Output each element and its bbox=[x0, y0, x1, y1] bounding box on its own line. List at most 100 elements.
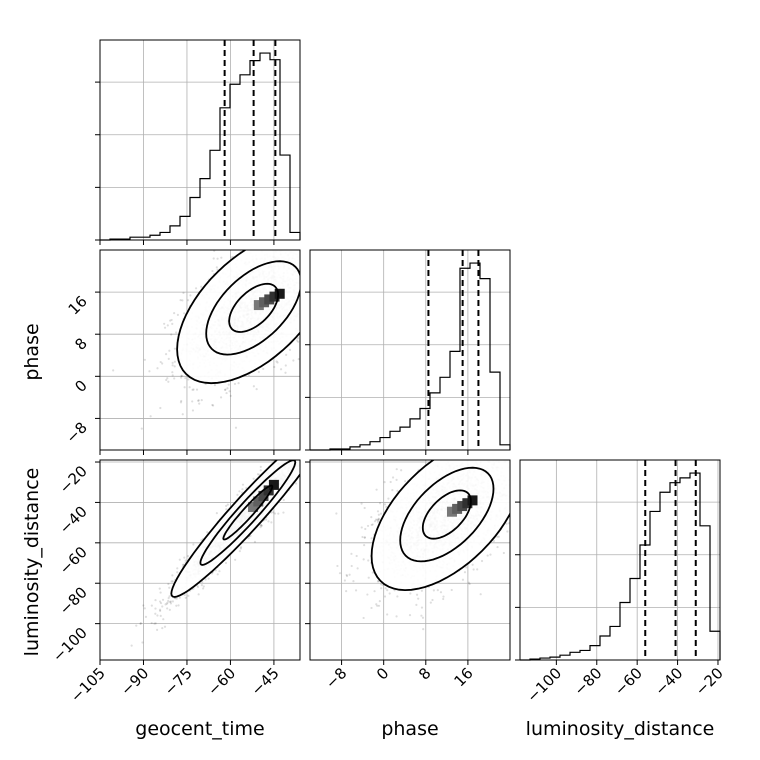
scatter-point bbox=[477, 454, 479, 456]
scatter-point bbox=[307, 445, 309, 447]
scatter-point bbox=[303, 241, 305, 243]
scatter-point bbox=[223, 388, 227, 391]
scatter-point bbox=[212, 257, 215, 260]
scatter-point bbox=[314, 280, 316, 282]
scatter-point bbox=[294, 450, 296, 452]
scatter-point bbox=[175, 604, 178, 607]
scatter-point bbox=[315, 240, 317, 242]
scatter-point bbox=[319, 297, 321, 299]
scatter-point bbox=[163, 625, 167, 628]
scatter-point bbox=[313, 417, 315, 419]
scatter-point bbox=[334, 239, 336, 241]
scatter-point bbox=[301, 435, 303, 437]
scatter-point bbox=[329, 418, 331, 420]
scatter-point bbox=[191, 409, 195, 412]
scatter-point bbox=[278, 245, 280, 247]
scatter-point bbox=[291, 456, 293, 458]
scatter-point bbox=[302, 270, 304, 272]
scatter-point bbox=[329, 422, 331, 424]
scatter-point bbox=[284, 364, 287, 367]
scatter-point bbox=[302, 263, 304, 265]
scatter-point bbox=[301, 296, 303, 298]
scatter-point bbox=[215, 266, 218, 269]
scatter-point bbox=[161, 605, 164, 608]
scatter-point bbox=[301, 304, 303, 306]
scatter-point bbox=[290, 213, 292, 215]
scatter-point bbox=[303, 217, 305, 219]
scatter-point bbox=[330, 257, 332, 259]
scatter-point bbox=[175, 331, 178, 334]
contour-fill bbox=[171, 460, 300, 597]
scatter-point bbox=[199, 456, 201, 458]
scatter-point bbox=[166, 324, 169, 327]
scatter-point bbox=[302, 457, 304, 459]
scatter-point bbox=[297, 235, 299, 237]
scatter-point bbox=[139, 622, 142, 625]
scatter-point bbox=[297, 340, 300, 343]
scatter-point bbox=[335, 512, 338, 515]
scatter-point bbox=[304, 273, 306, 275]
scatter-point bbox=[349, 238, 351, 240]
scatter-point bbox=[260, 524, 263, 527]
scatter-point bbox=[296, 457, 298, 459]
scatter-point bbox=[239, 546, 243, 549]
scatter-point bbox=[312, 442, 314, 444]
scatter-point bbox=[518, 455, 520, 457]
scatter-point bbox=[186, 554, 190, 558]
scatter-point bbox=[171, 371, 174, 374]
scatter-point bbox=[276, 247, 278, 249]
panel-geocent_time-luminosity_distance bbox=[130, 355, 375, 647]
scatter-point bbox=[189, 294, 192, 297]
scatter-point bbox=[319, 414, 321, 416]
scatter-point bbox=[270, 521, 273, 524]
scatter-point bbox=[302, 312, 304, 314]
scatter-point bbox=[374, 518, 378, 521]
scatter-point bbox=[279, 241, 281, 243]
scatter-point bbox=[301, 286, 303, 288]
scatter-point bbox=[317, 297, 319, 299]
scatter-point bbox=[293, 452, 295, 454]
scatter-point bbox=[200, 399, 203, 402]
scatter-point bbox=[196, 585, 200, 589]
scatter-point bbox=[294, 446, 296, 448]
scatter-point bbox=[331, 417, 333, 419]
scatter-point bbox=[306, 300, 308, 302]
scatter-point bbox=[320, 261, 322, 263]
scatter-point bbox=[188, 386, 191, 389]
scatter-point bbox=[173, 360, 176, 363]
scatter-point bbox=[277, 454, 279, 456]
scatter-point bbox=[143, 607, 146, 610]
scatter-point bbox=[321, 261, 323, 263]
scatter-point bbox=[297, 452, 299, 454]
scatter-point bbox=[294, 457, 296, 459]
scatter-point bbox=[320, 250, 322, 252]
scatter-point bbox=[167, 357, 170, 360]
scatter-point bbox=[278, 451, 280, 453]
scatter-point bbox=[141, 641, 144, 644]
scatter-point bbox=[144, 615, 148, 618]
scatter-point bbox=[165, 602, 168, 605]
scatter-point bbox=[301, 447, 303, 449]
scatter-point bbox=[373, 355, 375, 357]
scatter-point bbox=[149, 415, 152, 418]
scatter-point bbox=[300, 455, 302, 457]
scatter-point bbox=[259, 526, 262, 529]
scatter-point bbox=[178, 558, 181, 561]
scatter-point bbox=[158, 608, 162, 611]
scatter-point bbox=[307, 249, 309, 251]
scatter-point bbox=[314, 443, 316, 445]
scatter-point bbox=[184, 596, 187, 599]
scatter-point bbox=[376, 604, 379, 607]
scatter-point bbox=[313, 452, 315, 454]
scatter-point bbox=[159, 406, 162, 410]
scatter-point bbox=[332, 268, 334, 270]
scatter-point bbox=[264, 518, 268, 521]
scatter-point bbox=[267, 520, 270, 523]
scatter-point bbox=[257, 370, 260, 374]
scatter-point bbox=[304, 268, 306, 270]
density-block bbox=[259, 297, 270, 308]
scatter-point bbox=[305, 301, 307, 303]
scatter-point bbox=[275, 360, 278, 363]
scatter-point bbox=[336, 432, 338, 434]
